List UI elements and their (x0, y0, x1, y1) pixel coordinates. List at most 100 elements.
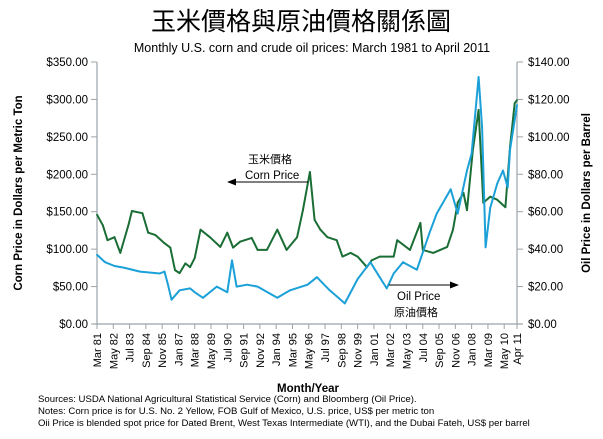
corn-price-point (174, 269, 176, 271)
y-left-tick-label: $150.00 (46, 207, 88, 219)
corn-price-point (119, 252, 122, 254)
series-lines (96, 76, 518, 305)
corn-price-point (302, 209, 304, 212)
corn-price-point (349, 252, 352, 254)
oil-price-point (484, 246, 487, 249)
oil-price-point (96, 253, 98, 256)
y-left-tick-label: $350.00 (46, 57, 88, 69)
y-right-tick-label: $140.00 (528, 57, 570, 69)
x-tick-label: May 10 (499, 333, 511, 369)
oil-price-point (193, 291, 196, 294)
oil-price-point (502, 169, 504, 172)
y-left-tick-label: $0.00 (59, 319, 88, 331)
corn-price-point (199, 228, 202, 231)
corn-price-point (477, 109, 480, 111)
corn-price-point (106, 239, 109, 242)
y-left-tick-label: $300.00 (46, 94, 88, 106)
x-tick-label: Jan 08 (467, 333, 479, 366)
corn-price-point (341, 255, 344, 258)
x-tick-label: May 03 (401, 333, 413, 369)
x-tick-label: Sep 91 (239, 333, 251, 368)
corn-price-point (96, 213, 98, 216)
corn-price-point (285, 249, 288, 251)
x-tick-label: Jul 97 (320, 333, 332, 362)
oil-price-point (456, 212, 459, 215)
oil-price-point (235, 285, 238, 288)
corn-price-point (504, 206, 507, 209)
corn-price-point (276, 228, 279, 231)
x-tick-label: Jul 83 (125, 333, 137, 362)
corn-annotation: 玉米價格 Corn Price (227, 152, 308, 186)
oil-price-point (449, 188, 452, 191)
corn-price-point (184, 262, 187, 265)
x-tick-label: May 82 (108, 333, 120, 369)
corn-price-point (356, 255, 359, 258)
corn-price-point (432, 252, 435, 254)
x-tick-label: May 96 (304, 333, 316, 369)
corn-price-point (163, 242, 166, 245)
corn-note: Notes: Corn price is for U.S. No. 2 Yell… (38, 406, 434, 417)
corn-price-point (309, 171, 311, 173)
x-tick-label: Mar 81 (92, 333, 104, 367)
y-axis-right-title: Oil Price in Dollars per Barrel (581, 113, 593, 273)
oil-price-point (189, 287, 192, 290)
x-tick-label: Nov 99 (353, 333, 365, 368)
y-right-tick-label: $20.00 (528, 282, 563, 294)
oil-price-point (509, 149, 511, 151)
corn-price-point (370, 259, 373, 262)
oil-price-point (178, 289, 181, 292)
corn-price-point (131, 210, 133, 212)
oil-price-point (392, 272, 395, 275)
x-tick-label: May 89 (206, 333, 218, 369)
oil-price-point (506, 186, 509, 189)
y-right-tick-label: $100.00 (528, 132, 570, 144)
x-tick-label: Mar 02 (385, 333, 397, 367)
oil-price-point (470, 152, 473, 155)
oil-price-point (231, 259, 233, 262)
corn-price-point (141, 212, 144, 215)
corn-price-point (209, 236, 211, 239)
oil-price-point (466, 169, 468, 172)
oil-price-point (163, 270, 166, 273)
x-tick-label: Mar 09 (483, 333, 495, 367)
corn-annotation-zh: 玉米價格 (248, 152, 292, 166)
y-left-tick-label: $50.00 (53, 282, 88, 294)
oil-price-point (402, 261, 404, 264)
oil-price-point (516, 104, 518, 106)
oil-price-point (343, 302, 346, 305)
oil-annotation: Oil Price 原油價格 (389, 281, 459, 319)
corn-price-point (466, 209, 468, 212)
corn-price-point (239, 240, 242, 243)
oil-annotation-zh: 原油價格 (394, 305, 438, 319)
corn-price-line (96, 99, 518, 275)
oil-price-point (416, 268, 418, 271)
oil-price-point (104, 261, 106, 264)
corn-price-point (446, 246, 449, 248)
corn-price-point (193, 257, 196, 259)
y-right-tick-label: $120.00 (528, 94, 570, 106)
x-axis-title: Month/Year (277, 383, 340, 395)
oil-price-point (289, 289, 291, 292)
corn-price-point (256, 249, 259, 251)
corn-price-point (178, 272, 181, 274)
x-tick-label: Sep 05 (434, 333, 446, 368)
axes: $0.00 $50.00 $100.00 $150.00 $200.00 $250.00 $… (46, 57, 569, 369)
oil-price-point (481, 126, 483, 129)
corn-price-point (266, 249, 268, 251)
oil-price-point (435, 212, 438, 215)
corn-price-point (419, 222, 422, 224)
y-axis-left-title: Corn Price in Dollars per Metric Ton (13, 95, 25, 290)
x-tick-label: Mar 95 (287, 333, 299, 367)
oil-price-point (139, 270, 141, 273)
oil-price-point (385, 287, 388, 290)
x-tick-label: Jan 87 (173, 333, 185, 366)
corn-price-point (319, 228, 322, 231)
x-tick-label: Jan 94 (271, 333, 283, 366)
oil-price-point (369, 261, 372, 264)
oil-price-point (113, 265, 116, 267)
corn-price-point (489, 195, 492, 198)
oil-price-point (496, 182, 499, 185)
corn-price-point (496, 198, 499, 201)
oil-price-point (158, 272, 161, 275)
